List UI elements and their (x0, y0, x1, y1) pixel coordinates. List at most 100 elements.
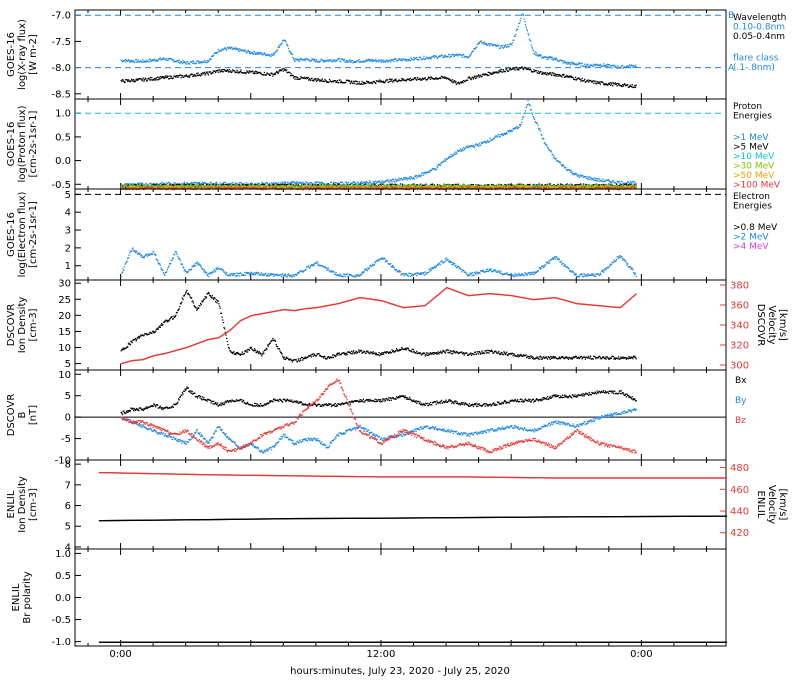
data-point (142, 60, 145, 63)
data-point (224, 47, 226, 49)
data-point (440, 75, 443, 78)
data-point (561, 186, 563, 189)
data-point (583, 184, 585, 187)
data-point (352, 185, 355, 187)
data-point (514, 35, 516, 37)
data-point (383, 60, 385, 62)
data-point (431, 55, 434, 58)
data-point (611, 181, 613, 183)
data-point (304, 77, 307, 80)
data-point (433, 168, 435, 170)
data-point (518, 22, 520, 25)
data-point (202, 184, 204, 187)
data-point (600, 65, 602, 67)
data-point (252, 52, 254, 54)
data-point (188, 185, 190, 188)
data-point (134, 183, 137, 186)
data-point (201, 72, 204, 74)
data-point (457, 149, 459, 151)
data-point (610, 64, 612, 67)
data-point (424, 173, 426, 175)
data-point (131, 183, 133, 185)
data-point (548, 184, 551, 187)
data-point (251, 182, 253, 185)
data-point (593, 186, 595, 188)
data-point (587, 81, 590, 83)
data-point (496, 71, 499, 74)
data-point (282, 39, 284, 42)
data-point (199, 75, 202, 77)
data-point (242, 50, 245, 52)
data-point (377, 60, 379, 62)
data-point (568, 185, 570, 187)
data-point (170, 184, 172, 186)
data-point (222, 183, 225, 186)
data-point (389, 186, 391, 189)
data-point (619, 183, 621, 185)
data-point (136, 184, 139, 186)
data-point (390, 80, 393, 82)
data-point (441, 186, 443, 188)
data-point (414, 175, 416, 177)
data-point (204, 61, 206, 63)
data-point (212, 72, 214, 74)
data-point (595, 83, 598, 85)
data-point (592, 65, 594, 68)
data-point (337, 183, 339, 185)
data-point (589, 64, 592, 66)
data-point (361, 187, 363, 189)
data-point (592, 185, 594, 188)
data-point (539, 55, 542, 57)
data-point (308, 186, 310, 189)
data-point (459, 186, 461, 188)
data-point (224, 70, 227, 72)
data-point (586, 63, 588, 65)
data-point (138, 184, 140, 186)
data-point (137, 79, 139, 81)
data-point (152, 78, 154, 81)
data-point (526, 103, 529, 106)
data-point (259, 51, 261, 53)
data-point (409, 178, 411, 180)
data-point (264, 187, 266, 189)
data-point (397, 58, 400, 60)
data-point (607, 83, 609, 86)
data-point (194, 181, 196, 184)
data-point (613, 185, 615, 187)
data-point (242, 187, 244, 189)
data-point (352, 80, 355, 83)
data-point (302, 181, 304, 183)
data-point (319, 80, 322, 82)
data-point (359, 60, 361, 63)
data-point (619, 185, 621, 187)
data-point (219, 182, 221, 184)
data-point (303, 184, 305, 187)
data-point (207, 72, 209, 75)
data-point (231, 182, 234, 184)
data-point (347, 184, 349, 186)
data-point (196, 61, 198, 63)
data-point (451, 154, 454, 156)
data-point (627, 65, 629, 68)
data-point (563, 184, 565, 186)
data-point (344, 184, 346, 187)
data-point (451, 184, 453, 186)
data-point (599, 64, 601, 67)
data-point (573, 78, 575, 81)
data-point (455, 80, 457, 83)
data-point (548, 72, 551, 74)
data-point (285, 181, 287, 183)
data-point (514, 126, 516, 129)
data-point (206, 59, 208, 62)
data-point (364, 181, 366, 184)
data-point (329, 59, 331, 61)
data-point (473, 185, 475, 187)
data-point (494, 186, 497, 188)
data-point (576, 63, 579, 66)
data-point (474, 77, 477, 80)
data-point (237, 71, 239, 73)
data-point (602, 187, 605, 189)
data-point (363, 83, 365, 85)
data-point (295, 186, 297, 189)
data-point (169, 183, 171, 185)
